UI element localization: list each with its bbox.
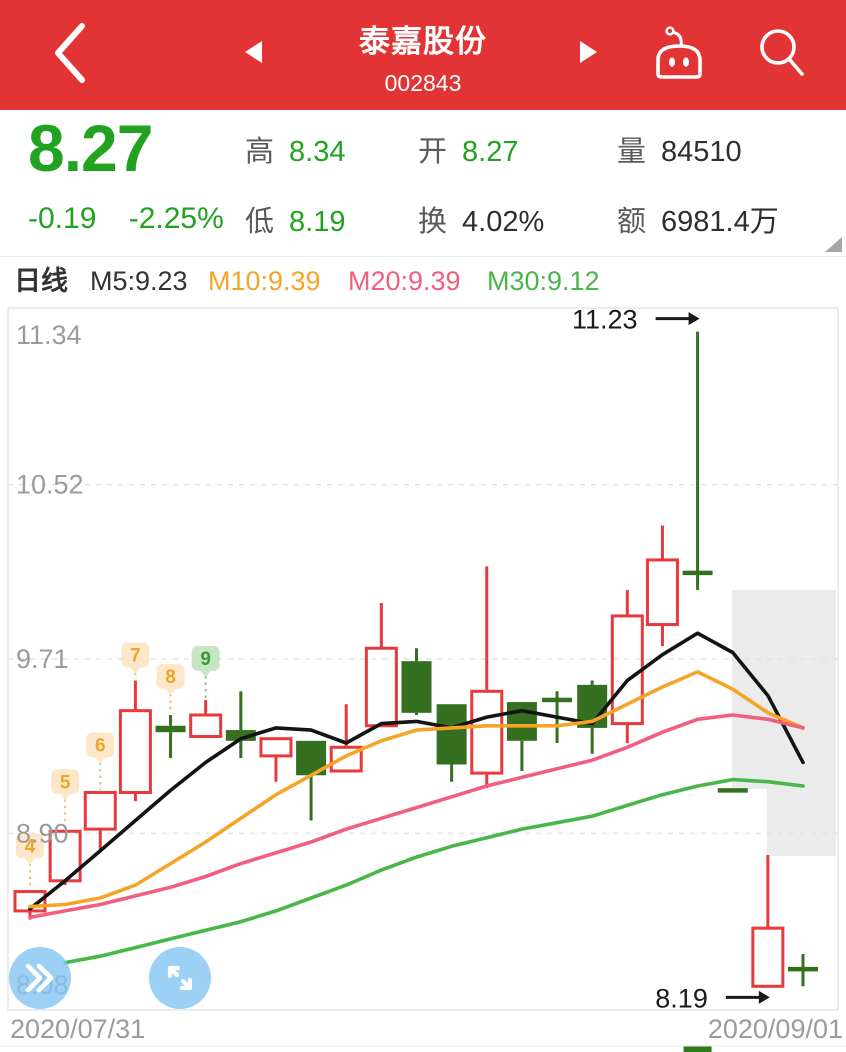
highlight-region [732,590,836,789]
back-button[interactable] [48,20,92,86]
last-price: 8.27 [28,111,153,185]
candle-down [506,702,537,771]
double-chevron-right-icon [25,963,54,993]
candle-up [83,791,117,851]
candle-down [155,714,186,759]
fullscreen-button[interactable] [149,947,211,1009]
candle-up [118,680,152,802]
svg-text:4: 4 [25,837,36,858]
kline-chart[interactable]: 45678911.238.1911.3410.529.718.908.08202… [0,305,846,1052]
search-icon [760,29,804,76]
candle-up [364,603,398,728]
svg-text:9: 9 [200,649,211,670]
ma30-value: M30:9.12 [487,266,600,296]
indicator-bar[interactable]: 日线 M5:9.23 M10:9.39 M20:9.39 M30:9.12 [0,256,846,306]
period-tab-daily[interactable]: 日线 [14,266,68,296]
candle-up [751,854,785,988]
highlight-region [767,789,836,856]
candle-down [436,704,467,782]
title-block: 泰嘉股份 002843 [0,16,846,97]
svg-text:5: 5 [60,772,71,793]
svg-text:6: 6 [95,736,106,757]
y-axis-label: 10.52 [16,470,84,500]
change-percent: -2.25% [128,202,224,235]
candle-up [189,699,223,739]
price-annotation: 8.19 [655,983,770,1013]
stat-low: 低 8.19 [245,206,346,238]
fast-forward-button[interactable] [9,947,71,1009]
price-annotation: 11.23 [572,305,700,335]
x-axis-label-start: 2020/07/31 [10,1014,145,1044]
candle-down [225,691,256,759]
app-header: 泰嘉股份 002843 [0,0,846,110]
candle-up [645,525,679,647]
ma-line-ma20 [28,713,805,920]
y-axis-label: 11.34 [16,320,82,350]
signal-badge: 5 [51,769,80,830]
candle-up [259,737,293,782]
signal-badge: 4 [16,833,44,890]
svg-text:8.19: 8.19 [655,983,708,1013]
candle-up [610,590,644,743]
ma-line-ma5 [28,631,805,911]
svg-text:7: 7 [130,646,141,667]
y-axis-label: 8.90 [16,818,69,848]
signal-badge: 7 [121,642,150,679]
chevron-left-icon [55,23,85,83]
stat-open: 开 8.27 [418,136,519,168]
price-change: -0.19 -2.25% [28,202,224,236]
signal-badge: 9 [191,645,220,698]
change-value: -0.19 [28,202,97,235]
stat-amount: 额 6981.4万 [617,206,779,238]
candle-down [682,331,713,591]
ma10-value: M10:9.39 [208,266,321,296]
assistant-button[interactable] [650,24,708,85]
quote-panel[interactable]: 8.27 -0.19 -2.25% 高 8.34 低 8.19 开 8.27 换 4.0… [0,110,846,256]
signal-badge: 8 [156,663,185,713]
prev-stock-button[interactable] [245,41,262,63]
stock-code: 002843 [384,70,462,96]
expand-arrows-icon [167,965,193,991]
svg-text:11.23: 11.23 [572,306,638,335]
kline-chart-section: 45678911.238.1911.3410.529.718.908.08202… [0,305,846,1052]
stat-turnover: 换 4.02% [418,206,545,238]
candle-up [329,704,363,773]
x-axis-label-end: 2020/09/01 [708,1014,843,1044]
ma5-value: M5:9.23 [90,266,188,296]
search-button[interactable] [756,24,808,85]
ma-line-ma10 [28,670,805,909]
stock-name: 泰嘉股份 [359,24,487,59]
next-stock-button[interactable] [580,41,597,63]
candle-up [470,566,504,789]
candle-down [717,788,748,793]
svg-text:8: 8 [165,667,176,688]
stat-volume: 量 84510 [617,136,742,168]
candle-down [401,648,432,715]
stat-high: 高 8.34 [245,136,346,168]
ma-line-ma30 [63,777,805,965]
ma20-value: M20:9.39 [348,266,461,296]
expand-corner-icon[interactable] [825,237,842,252]
y-axis-label: 9.71 [16,644,69,674]
robot-icon [656,26,702,79]
signal-badge: 6 [86,732,115,791]
candle-down [787,954,818,987]
volume-bar-stub [683,1046,712,1052]
